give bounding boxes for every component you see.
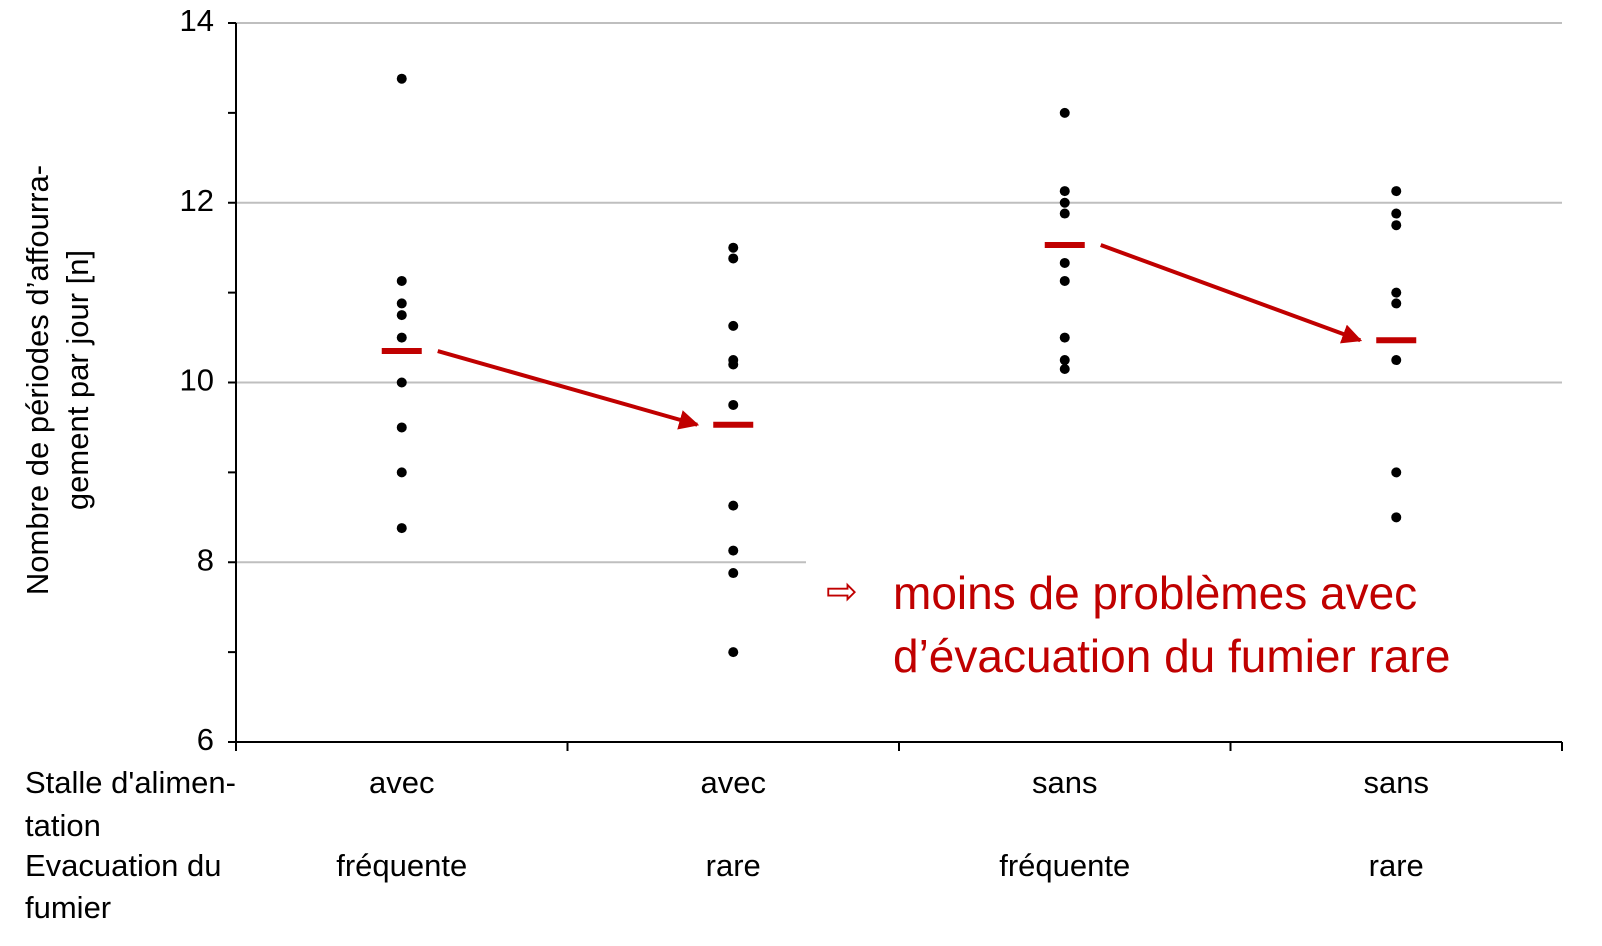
data-point (396, 275, 407, 286)
x-level-name: tation (25, 808, 101, 843)
data-point (1059, 364, 1070, 375)
data-point (1059, 332, 1070, 343)
data-point (396, 310, 407, 321)
trend-arrow (437, 349, 700, 430)
x-tick-label: sans (1032, 765, 1097, 800)
data-point (728, 359, 739, 370)
x-level-name: Evacuation du (25, 848, 221, 883)
data-point (396, 467, 407, 478)
x-tick-label: avec (369, 765, 434, 800)
y-axis-title: Nombre de périodes d’affourra- gement pa… (20, 165, 95, 595)
y-tick-label: 12 (180, 183, 214, 218)
x-tick-label: avec (701, 765, 766, 800)
y-tick-label: 14 (180, 3, 214, 38)
annotation-symbol: ⇨ (826, 571, 858, 613)
data-point (728, 647, 739, 658)
trend-arrow (1100, 243, 1363, 344)
data-point (1391, 512, 1402, 523)
data-point (1391, 298, 1402, 309)
annotation: ⇨ moins de problèmes avec d’évacuation d… (806, 545, 1602, 695)
data-point (728, 399, 739, 410)
data-point (1059, 355, 1070, 366)
x-tick-label: rare (1369, 848, 1424, 883)
annotation-line: moins de problèmes avec (893, 567, 1417, 619)
data-point (1391, 287, 1402, 298)
data-point (396, 377, 407, 388)
data-point (1059, 197, 1070, 208)
plot: 6 8 10 12 14 Stalle d'alimen-tation avec avec sa… (25, 3, 1563, 925)
data-point (396, 332, 407, 343)
data-point (728, 242, 739, 253)
annotation-line: d’évacuation du fumier rare (893, 630, 1450, 682)
data-point (728, 545, 739, 556)
data-point (396, 422, 407, 433)
data-point (1059, 208, 1070, 219)
x-tick-label: fréquente (336, 848, 467, 883)
x-tick-label: sans (1364, 765, 1429, 800)
data-point (728, 320, 739, 331)
data-point (1391, 355, 1402, 366)
y-tick-label: 6 (197, 722, 214, 757)
data-point (1391, 186, 1402, 197)
data-point (1391, 208, 1402, 219)
data-point (728, 253, 739, 264)
data-point (728, 500, 739, 511)
data-point (1391, 220, 1402, 231)
y-tick-label: 8 (197, 542, 214, 577)
y-tick-label: 10 (180, 363, 214, 398)
data-point (728, 568, 739, 579)
grid (236, 22, 1562, 564)
x-level-name: fumier (25, 890, 111, 925)
data-point (396, 523, 407, 534)
data-point (1391, 467, 1402, 478)
data-point (1059, 257, 1070, 268)
x-level-name: Stalle d'alimen- (25, 765, 236, 800)
data-point (396, 73, 407, 84)
data-point (1059, 275, 1070, 286)
x-tick-label: fréquente (999, 848, 1130, 883)
y-axis-title-line: Nombre de périodes d’affourra- (20, 165, 55, 595)
annotation-background (806, 545, 1602, 695)
y-axis-title-line: gement par jour [n] (60, 250, 95, 510)
data-point (1059, 107, 1070, 118)
data-point (1059, 186, 1070, 197)
data-point (396, 298, 407, 309)
x-tick-label: rare (706, 848, 761, 883)
